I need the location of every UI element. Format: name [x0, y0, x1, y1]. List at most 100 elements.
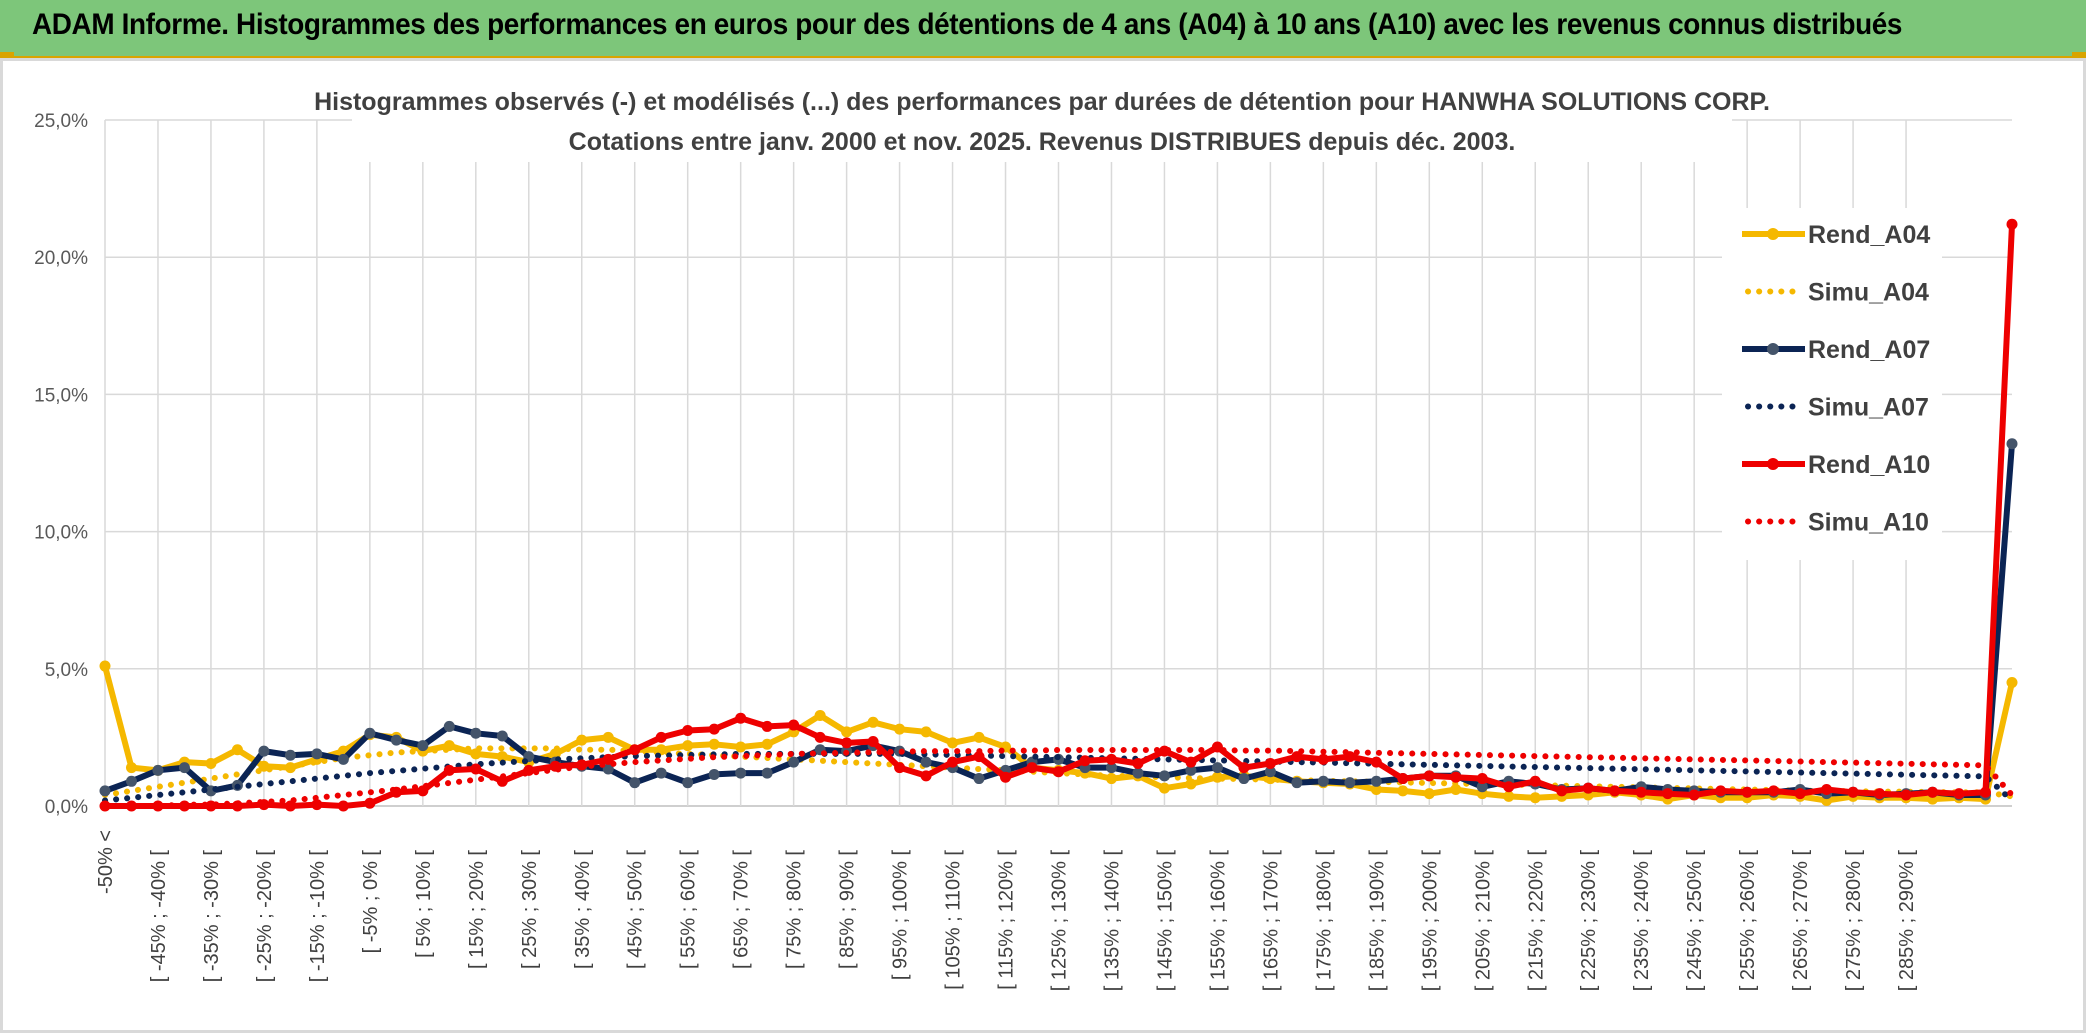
data-point-rend-a10 [682, 725, 694, 737]
legend-label-simu-a04: Simu_A04 [1808, 279, 1929, 307]
x-tick-label: [ 225% ; 230% [ [1578, 850, 1600, 992]
data-point-rend-a10 [1079, 755, 1091, 767]
x-tick-label: [ 275% ; 280% [ [1843, 850, 1865, 992]
data-point-rend-a10 [629, 744, 641, 756]
data-point-rend-a10 [655, 731, 667, 743]
data-point-rend-a10 [1476, 773, 1488, 785]
data-point-rend-a10 [867, 736, 879, 748]
data-point-rend-a04 [814, 709, 826, 721]
data-point-rend-a07 [152, 764, 164, 776]
data-point-rend-a04 [496, 751, 508, 763]
data-point-rend-a04 [1423, 788, 1435, 800]
corner-mark-right [2072, 52, 2086, 58]
data-point-rend-a10 [1423, 770, 1435, 782]
data-point-rend-a10 [1768, 785, 1780, 797]
chart-frame [0, 58, 2086, 1033]
data-point-rend-a10 [708, 723, 720, 735]
data-point-rend-a07 [1158, 770, 1170, 782]
chart-legend: Rend_A04 Simu_A04 Rend_A07 Simu_A07 Rend_A10… [1742, 221, 1930, 537]
data-point-rend-a10 [735, 712, 747, 724]
data-point-rend-a04 [947, 737, 959, 749]
data-point-rend-a10 [1397, 773, 1409, 785]
data-point-rend-a10 [761, 720, 773, 732]
data-point-rend-a07 [364, 727, 376, 739]
data-point-rend-a04 [1397, 785, 1409, 797]
data-point-rend-a07 [761, 767, 773, 779]
data-point-rend-a04 [682, 740, 694, 752]
data-point-rend-a07 [178, 762, 190, 774]
data-point-rend-a07 [417, 740, 429, 752]
x-tick-label: [ -45% ; -40% [ [148, 850, 170, 983]
y-tick-label: 0,0% [45, 797, 88, 818]
data-point-rend-a04 [602, 731, 614, 743]
data-point-rend-a07 [629, 777, 641, 789]
x-tick-label: [ -35% ; -30% [ [201, 850, 223, 983]
legend-marker-rend-a07 [1767, 343, 1779, 355]
data-point-rend-a10 [2006, 218, 2018, 230]
data-point-rend-a10 [1000, 771, 1012, 783]
data-point-rend-a07 [920, 756, 932, 768]
data-point-rend-a10 [1953, 788, 1965, 800]
x-axis: -50% < [ -45% ; -40% [ [ -35% ; -30% [ [ -2… [95, 830, 1918, 991]
data-point-rend-a10 [1794, 788, 1806, 800]
data-point-rend-a07 [1370, 775, 1382, 787]
y-tick-label: 20,0% [34, 248, 88, 269]
x-tick-label: [ 215% ; 220% [ [1525, 850, 1547, 992]
data-point-rend-a04 [125, 762, 137, 774]
x-tick-label: [ 255% ; 260% [ [1737, 850, 1759, 992]
data-point-rend-a10 [284, 800, 296, 812]
x-tick-label: [ 95% ; 100% [ [890, 850, 912, 981]
data-point-rend-a10 [311, 799, 323, 811]
series-line-simu-a07 [102, 750, 2015, 804]
x-tick-label: [ 285% ; 290% [ [1896, 850, 1918, 992]
data-point-rend-a07 [1211, 762, 1223, 774]
x-tick-label: [ 205% ; 210% [ [1472, 850, 1494, 992]
data-point-rend-a07 [258, 745, 270, 757]
x-tick-label: [ -25% ; -20% [ [254, 850, 276, 983]
data-point-rend-a10 [1715, 785, 1727, 797]
data-point-rend-a04 [894, 723, 906, 735]
data-point-rend-a10 [1529, 775, 1541, 787]
y-axis: 0,0% 5,0% 10,0% 15,0% 20,0% 25,0% [34, 111, 88, 818]
x-tick-label: [ 5% ; 10% [ [413, 850, 435, 958]
data-point-rend-a10 [1185, 756, 1197, 768]
x-tick-label: [ 25% ; 30% [ [519, 850, 541, 969]
corner-mark-left [0, 52, 14, 58]
data-point-rend-a10 [973, 751, 985, 763]
chart-subtitle: Cotations entre janv. 2000 et nov. 2025.… [569, 128, 1516, 156]
data-point-rend-a04 [576, 734, 588, 746]
data-point-rend-a07 [1105, 762, 1117, 774]
x-tick-label: -50% < [95, 830, 117, 894]
legend-marker-rend-a04 [1767, 228, 1779, 240]
data-point-rend-a07 [390, 734, 402, 746]
data-point-rend-a10 [1132, 757, 1144, 769]
data-point-rend-a04 [735, 741, 747, 753]
banner-title: ADAM Informe. Histogrammes des performan… [32, 8, 1903, 41]
data-point-rend-a04 [761, 738, 773, 750]
data-point-rend-a04 [920, 726, 932, 738]
legend-backdrop [1722, 208, 1942, 560]
data-point-rend-a04 [841, 726, 853, 738]
x-tick-label: [ 265% ; 270% [ [1790, 850, 1812, 992]
data-point-rend-a10 [1635, 786, 1647, 798]
data-point-rend-a07 [708, 768, 720, 780]
data-point-rend-a10 [1900, 789, 1912, 801]
x-tick-label: [ 15% ; 20% [ [466, 850, 488, 969]
data-point-rend-a10 [1556, 785, 1568, 797]
y-tick-label: 5,0% [45, 660, 88, 681]
data-point-rend-a07 [682, 777, 694, 789]
data-point-rend-a07 [337, 753, 349, 765]
data-point-rend-a10 [814, 731, 826, 743]
data-point-rend-a07 [1476, 781, 1488, 793]
x-tick-label: [ 115% ; 120% [ [996, 850, 1018, 990]
data-point-rend-a04 [2006, 677, 2018, 689]
data-point-rend-a10 [1980, 786, 1992, 798]
x-tick-label: [ 125% ; 130% [ [1049, 850, 1071, 992]
x-tick-label: [ 65% ; 70% [ [731, 850, 753, 969]
data-point-rend-a07 [1185, 764, 1197, 776]
data-point-rend-a10 [1317, 753, 1329, 765]
data-point-rend-a10 [1741, 786, 1753, 798]
x-tick-label: [ 55% ; 60% [ [678, 850, 700, 969]
data-point-rend-a07 [973, 773, 985, 785]
